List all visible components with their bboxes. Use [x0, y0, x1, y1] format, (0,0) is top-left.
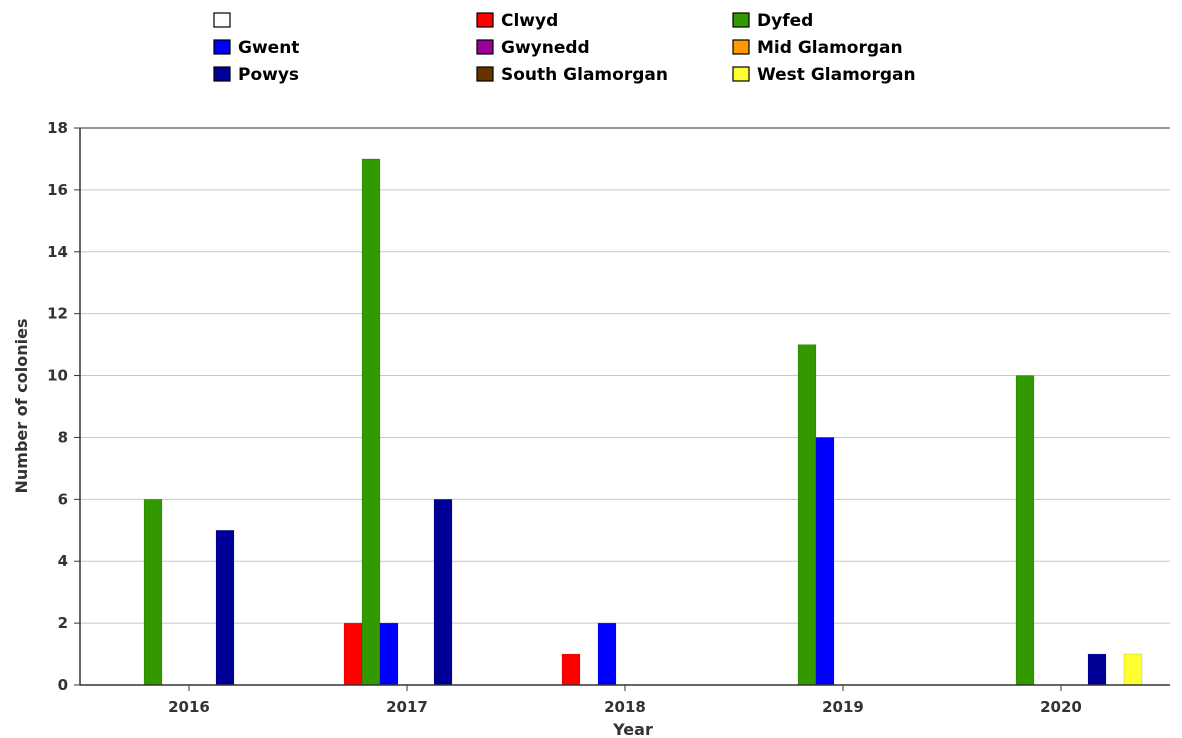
legend-swatch	[476, 66, 494, 82]
y-tick-label: 8	[58, 428, 68, 446]
legend-swatch	[213, 39, 231, 55]
legend-swatch	[732, 12, 750, 28]
y-tick-labels: 0 2 4 6 8 10 12 14 16 18	[47, 119, 80, 694]
y-tick-label: 14	[47, 243, 68, 261]
legend-label: Clwyd	[501, 11, 558, 31]
bar-dyfed-2017	[361, 158, 381, 686]
x-tick-label: 2018	[604, 698, 646, 716]
x-tick-label: 2016	[168, 698, 210, 716]
axes	[79, 127, 1170, 686]
y-tick-label: 10	[47, 367, 68, 385]
y-tick-label: 12	[47, 305, 68, 323]
legend-label: Dyfed	[757, 11, 813, 31]
legend: Clwyd Dyfed Gwent Gwynedd Mid Glamorgan Powys…	[213, 11, 916, 85]
x-tick-label: 2020	[1040, 698, 1082, 716]
bar-gwent-2018	[597, 622, 617, 686]
x-axis-title: Year	[612, 720, 653, 738]
legend-label: Powys	[238, 65, 299, 85]
y-tick-label: 6	[58, 490, 68, 508]
y-tick-label: 18	[47, 119, 68, 137]
y-tick-label: 0	[58, 676, 68, 694]
x-tick-label: 2017	[386, 698, 428, 716]
x-tick-label: 2019	[822, 698, 864, 716]
bar-clwyd-2018	[561, 653, 581, 686]
legend-label: West Glamorgan	[757, 65, 916, 85]
legend-label: Gwent	[238, 38, 299, 58]
legend-label: Gwynedd	[501, 38, 590, 58]
bar-gwent-2017	[379, 622, 399, 686]
bar-gwent-2019	[815, 437, 835, 686]
x-tick-labels: 2016 2017 2018 2019 2020	[168, 685, 1082, 716]
legend-swatch	[213, 12, 231, 28]
bar-dyfed-2016	[143, 499, 163, 686]
y-tick-label: 16	[47, 181, 68, 199]
legend-swatch	[732, 39, 750, 55]
legend-swatch	[476, 39, 494, 55]
bar-clwyd-2017	[343, 622, 363, 686]
y-axis-title: Number of colonies	[12, 319, 31, 494]
bar-dyfed-2020	[1015, 375, 1035, 686]
legend-swatch	[732, 66, 750, 82]
bar-powys-2016	[215, 530, 235, 686]
bar-west-glamorgan-2020	[1123, 653, 1143, 686]
bar-dyfed-2019	[797, 344, 817, 686]
legend-swatch	[213, 66, 231, 82]
bars	[143, 158, 1143, 686]
bar-powys-2017	[433, 499, 453, 686]
y-tick-label: 4	[58, 552, 68, 570]
legend-label: Mid Glamorgan	[757, 38, 903, 58]
y-tick-label: 2	[58, 614, 68, 632]
bar-powys-2020	[1087, 653, 1107, 686]
legend-swatch	[476, 12, 494, 28]
legend-label: South Glamorgan	[501, 65, 668, 85]
gridlines	[80, 127, 1170, 624]
